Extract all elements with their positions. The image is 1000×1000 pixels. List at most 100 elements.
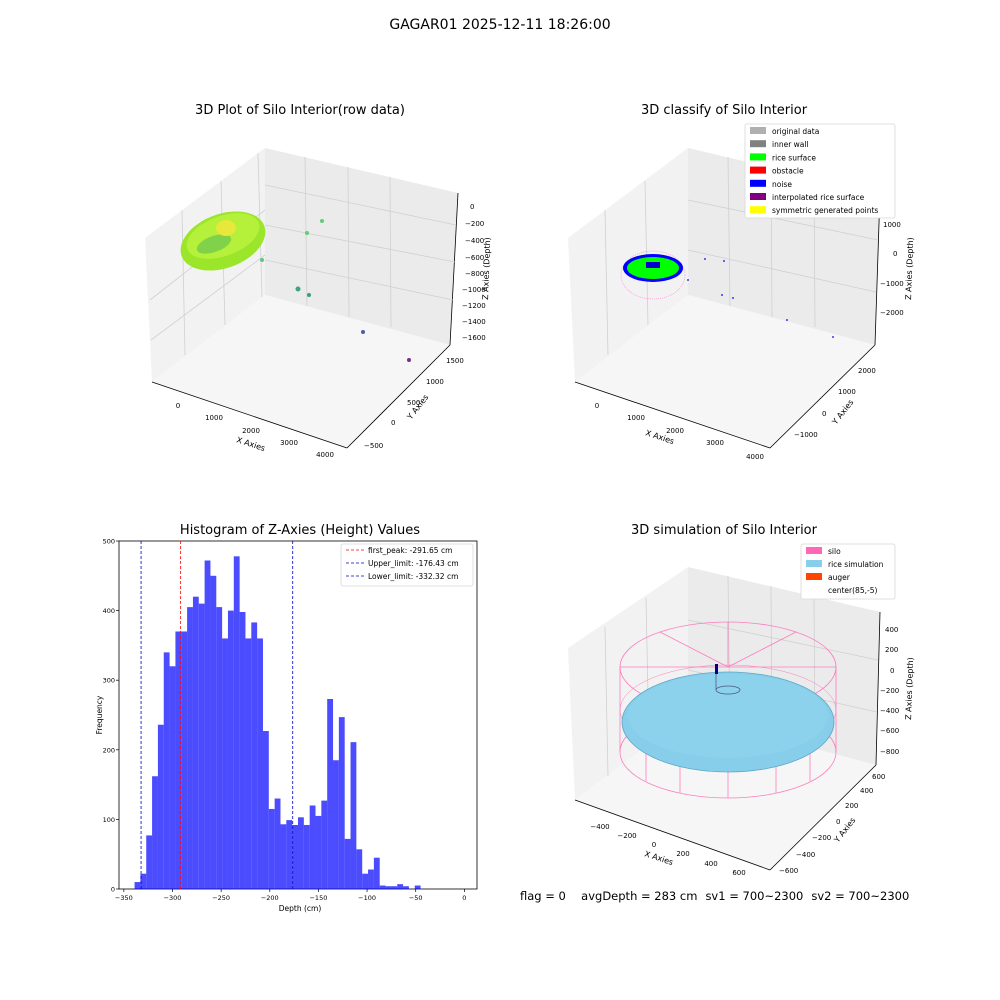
histogram-bar <box>163 652 170 889</box>
simulation-x-tick: 0 <box>652 841 656 849</box>
classify-x-ticks: 0 1000 2000 3000 4000 <box>595 402 764 461</box>
raw-z-tick: −400 <box>465 237 484 245</box>
classify-z-tick: −2000 <box>880 309 904 317</box>
raw-zlabel: Z Axies (Depth) <box>481 237 492 300</box>
classify-y-tick: 0 <box>822 410 826 418</box>
classify-z-ticks: 1000 0 −1000 −2000 <box>880 221 904 317</box>
simulation-z-tick: −600 <box>880 727 899 735</box>
simulation-z-tick: −400 <box>880 707 899 715</box>
histogram-bar <box>146 835 153 889</box>
legend-label: center(85,-5) <box>828 586 877 595</box>
histogram-bar <box>152 776 158 889</box>
histogram-bar <box>251 622 258 889</box>
histogram-y-tick: 300 <box>103 677 115 685</box>
histogram-x-tick: −200 <box>261 894 279 902</box>
histogram-bar <box>210 575 217 889</box>
histogram-bar <box>385 886 392 889</box>
histogram-bar <box>245 638 252 889</box>
legend-swatch <box>750 179 766 187</box>
legend-swatch <box>750 206 766 214</box>
legend-label: rice surface <box>772 153 816 162</box>
histogram-legend-label: Upper_limit: -176.43 cm <box>368 559 459 568</box>
raw-x-tick: 1000 <box>205 414 223 422</box>
classify-points <box>620 250 834 338</box>
histogram-bar <box>140 873 147 889</box>
raw-x-ticks: 0 1000 2000 3000 4000 <box>176 402 334 459</box>
raw-z-tick: −1400 <box>462 318 486 326</box>
classify-y-tick: −1000 <box>794 431 818 439</box>
histogram-bar <box>309 805 316 889</box>
simulation-3d-plot: −400 −200 0 200 400 600 X Axies −600 −40… <box>568 543 915 877</box>
histogram-y-tick: 400 <box>103 607 115 615</box>
legend-label: interpolated rice surface <box>772 193 865 202</box>
simulation-z-tick: 0 <box>890 667 894 675</box>
legend-label: obstacle <box>772 167 804 176</box>
simulation-y-tick: 0 <box>836 818 840 826</box>
histogram-x-tick: −350 <box>115 894 133 902</box>
simulation-plot-title: 3D simulation of Silo Interior <box>631 523 817 538</box>
histogram-bar <box>187 607 193 889</box>
histogram-bar <box>356 849 363 889</box>
simulation-y-ticks: −600 −400 −200 0 200 400 600 <box>779 773 885 875</box>
auger <box>715 664 741 695</box>
histogram-legend: first_peak: -291.65 cm Upper_limit: -176.… <box>340 543 474 587</box>
status-footer: flag = 0 avgDepth = 283 cm sv1 = 700~2300… <box>520 889 917 903</box>
histogram-legend-label: first_peak: -291.65 cm <box>368 546 452 555</box>
legend-label: original data <box>772 127 819 136</box>
histogram-bar <box>262 731 269 889</box>
histogram-bar <box>257 638 263 889</box>
histogram-bar <box>198 603 205 889</box>
sv1-text: sv1 = 700~2300 <box>705 889 804 903</box>
classify-x-tick: 4000 <box>746 453 764 461</box>
histogram-bar <box>134 882 141 889</box>
legend-swatch <box>750 153 766 161</box>
histogram-bar <box>169 666 176 889</box>
histogram-bar <box>391 886 398 889</box>
simulation-y-tick: 200 <box>845 802 858 810</box>
histogram-y-tick: 0 <box>111 886 115 894</box>
histogram-xlabel: Depth (cm) <box>279 904 322 913</box>
legend-label: inner wall <box>772 140 809 149</box>
raw-y-tick: 1500 <box>446 357 464 365</box>
classify-y-ticks: −1000 0 1000 2000 <box>794 367 876 439</box>
histogram-bar <box>315 815 322 889</box>
raw-y-tick: 0 <box>391 419 395 427</box>
raw-x-tick: 4000 <box>316 451 334 459</box>
classify-y-tick: 1000 <box>838 388 856 396</box>
histogram-bar <box>303 824 310 889</box>
simulation-x-tick: −400 <box>590 823 609 831</box>
raw-x-tick: 3000 <box>280 439 298 447</box>
histogram-bar <box>373 857 380 889</box>
histogram-bar <box>333 760 339 889</box>
simulation-z-tick: 200 <box>885 646 898 654</box>
simulation-x-tick: 600 <box>732 869 745 877</box>
simulation-y-tick: 400 <box>860 787 873 795</box>
figure-suptitle: GAGAR01 2025-12-11 18:26:00 <box>389 17 611 33</box>
classify-legend: original data inner wall rice surface obsta… <box>744 123 896 219</box>
legend-swatch <box>750 193 766 200</box>
classify-z-tick: −1000 <box>880 280 904 288</box>
raw-points <box>180 211 411 362</box>
histogram-bar <box>274 798 281 889</box>
histogram-x-tick: −100 <box>358 894 376 902</box>
legend-swatch <box>750 140 766 148</box>
simulation-z-tick: −200 <box>880 687 899 695</box>
legend-label: noise <box>772 180 792 189</box>
classify-x-tick: 1000 <box>627 414 645 422</box>
legend-label: silo <box>828 547 841 556</box>
histogram-bar <box>280 824 287 889</box>
histogram-bar <box>292 824 298 889</box>
histogram-bar <box>227 610 234 889</box>
raw-z-tick: −200 <box>465 220 484 228</box>
simulation-z-ticks: 400 200 0 −200 −400 −600 −800 <box>880 626 899 756</box>
histogram-bar <box>222 638 228 889</box>
histogram-y-tick: 100 <box>103 816 115 824</box>
histogram-legend-label: Lower_limit: -332.32 cm <box>368 572 458 581</box>
raw-y-tick: 500 <box>407 399 420 407</box>
legend-label: symmetric generated points <box>772 206 878 215</box>
histogram-bar <box>327 698 334 889</box>
classify-x-tick: 3000 <box>706 439 724 447</box>
legend-swatch <box>806 560 822 567</box>
legend-label: auger <box>828 573 851 582</box>
histogram-ylabel: Frequency <box>95 695 104 734</box>
